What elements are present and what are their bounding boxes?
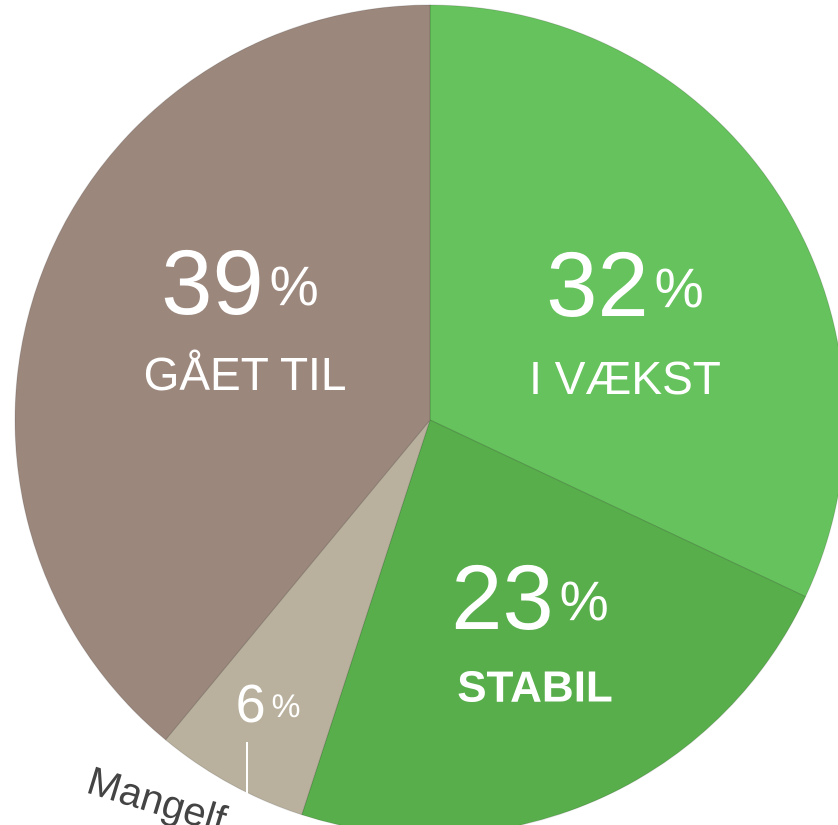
value-unit: %: [270, 255, 319, 317]
value-number: 39: [161, 232, 263, 334]
value-number: 6: [236, 674, 266, 734]
value-unit: %: [655, 257, 704, 319]
category-label: STABIL: [457, 663, 613, 712]
value-number: 32: [546, 234, 648, 336]
category-label: GÅET TIL: [144, 348, 347, 400]
value-number: 23: [451, 547, 553, 649]
category-label: I VÆKST: [529, 352, 721, 404]
chart: 32%I VÆKST23%STABIL6%Mangelf39%GÅET TIL: [0, 0, 838, 825]
value-unit: %: [272, 688, 301, 724]
value-unit: %: [560, 570, 609, 632]
